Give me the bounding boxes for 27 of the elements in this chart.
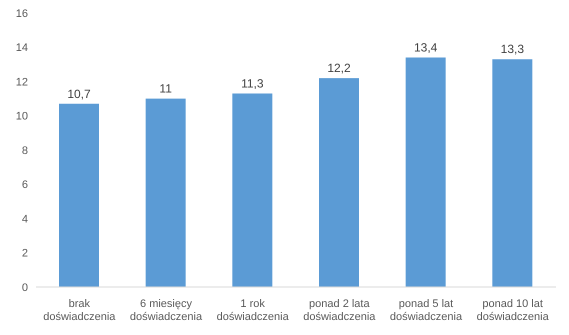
x-tick-label: brak doświadczenia	[43, 298, 116, 323]
x-tick-label: 6 miesięcy doświadczenia	[130, 298, 203, 323]
bar	[406, 58, 446, 287]
x-tick-label: ponad 10 lat doświadczenia	[476, 298, 550, 323]
data-label: 11	[159, 82, 172, 96]
bar	[319, 78, 359, 287]
y-tick-label: 6	[22, 179, 28, 192]
y-tick-label: 0	[22, 282, 28, 294]
data-label: 12,2	[327, 61, 351, 76]
bar	[146, 98, 186, 287]
y-tick-label: 12	[16, 76, 28, 88]
bar	[232, 93, 272, 287]
bar	[492, 59, 532, 287]
x-tick-label: ponad 5 lat doświadczenia	[390, 298, 463, 323]
data-label: 13,4	[414, 40, 438, 55]
bar	[59, 104, 99, 287]
y-tick-label: 10	[16, 110, 28, 123]
y-tick-label: 16	[16, 8, 28, 20]
y-tick-label: 8	[22, 144, 28, 157]
data-label: 10,7	[67, 86, 91, 101]
data-label: 13,3	[500, 42, 524, 56]
x-tick-label: ponad 2 lata doświadczenia	[303, 298, 376, 323]
y-tick-label: 4	[22, 213, 28, 226]
x-tick-label: 1 rok doświadczenia	[216, 298, 290, 323]
y-tick-label: 14	[16, 42, 28, 54]
y-tick-label: 2	[22, 248, 28, 260]
data-label: 11,3	[241, 76, 264, 90]
